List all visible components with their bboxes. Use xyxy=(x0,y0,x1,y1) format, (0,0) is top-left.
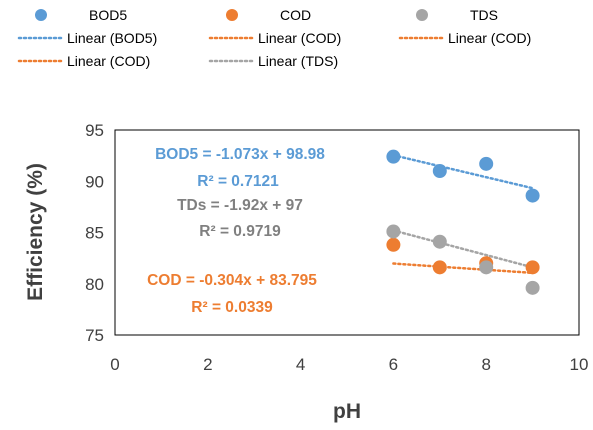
legend-label-bod5: BOD5 xyxy=(89,7,127,23)
cod-data-point xyxy=(432,260,447,275)
x-tick-label: 6 xyxy=(389,355,398,374)
trendlines xyxy=(392,153,534,275)
tds-data-point xyxy=(432,234,447,249)
y-tick-label: 85 xyxy=(85,224,104,243)
y-tick-label: 95 xyxy=(85,121,104,140)
x-tick-label: 10 xyxy=(570,355,589,374)
x-tick-label: 2 xyxy=(203,355,212,374)
tds-data-point xyxy=(386,224,401,239)
legend-label-linear-cod: Linear (COD) xyxy=(258,30,341,46)
tds-trend-r2: R² = 0.9719 xyxy=(199,223,281,240)
bod5-data-point xyxy=(479,156,494,171)
cod-trend-equation: COD = -0.304x + 83.795 xyxy=(147,272,317,289)
cod-trendline xyxy=(392,262,534,275)
cod-trend-r2: R² = 0.0339 xyxy=(191,299,273,316)
bod5-data-point xyxy=(432,164,447,178)
legend-marker-tds xyxy=(416,9,428,21)
bod5-trend-equation: BOD5 = -1.073x + 98.98 xyxy=(155,146,325,163)
bod5-trendline xyxy=(392,153,534,190)
x-axis-title: pH xyxy=(333,400,361,423)
tds-trend-equation: TDs = -1.92x + 97 xyxy=(177,197,303,214)
legend-label-linear-cod: Linear (COD) xyxy=(67,53,150,69)
legend-label-linear-tds: Linear (TDS) xyxy=(258,53,338,69)
tds-trendline xyxy=(392,229,534,269)
y-axis-title: Efficiency (%) xyxy=(24,163,47,301)
legend-label-tds: TDS xyxy=(470,7,498,23)
tick-labels: 0 2 4 6 8 10 75 80 85 90 95 xyxy=(85,121,588,374)
bod5-data-point xyxy=(386,149,401,164)
legend-label-linear-cod: Linear (COD) xyxy=(448,30,531,46)
x-tick-label: 8 xyxy=(481,355,490,374)
bod5-trend-r2: R² = 0.7121 xyxy=(197,173,279,190)
x-tick-label: 4 xyxy=(296,355,305,374)
cod-data-point xyxy=(525,260,540,275)
y-tick-label: 90 xyxy=(85,172,104,191)
y-tick-label: 75 xyxy=(85,326,104,345)
tds-data-point xyxy=(525,280,540,295)
plot-area-frame xyxy=(114,129,580,336)
bod5-data-point xyxy=(525,188,540,203)
y-tick-label: 80 xyxy=(85,275,104,294)
legend-marker-cod xyxy=(226,9,238,21)
x-tick-label: 0 xyxy=(110,355,119,374)
tds-data-point xyxy=(479,260,494,275)
legend-label-linear-bod5: Linear (BOD5) xyxy=(67,30,157,46)
cod-data-point xyxy=(386,237,401,252)
legend-label-cod: COD xyxy=(280,7,311,23)
legend: BOD5 COD TDS Linear (BOD5) Linear (COD) Linea… xyxy=(17,7,531,69)
data-points xyxy=(386,149,540,295)
legend-marker-bod5 xyxy=(35,9,47,21)
